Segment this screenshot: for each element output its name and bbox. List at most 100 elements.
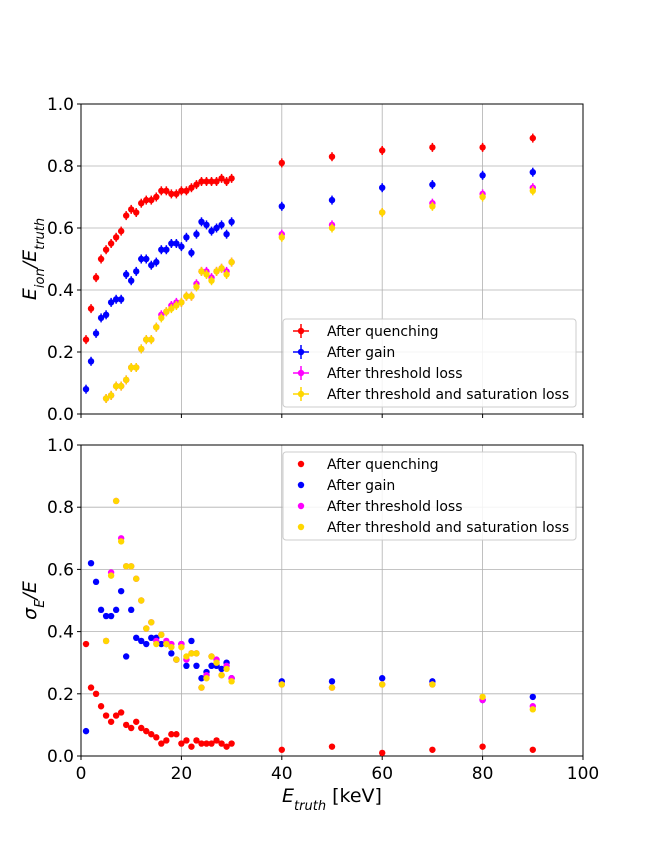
legend-marker — [297, 460, 305, 468]
data-point — [178, 643, 185, 651]
data-point — [429, 181, 436, 188]
data-point — [138, 724, 145, 732]
data-point — [143, 336, 150, 343]
data-point — [193, 650, 200, 657]
data-point — [208, 662, 215, 670]
data-point — [278, 234, 285, 241]
data-point — [228, 678, 235, 685]
data-point — [143, 255, 150, 263]
data-point — [379, 184, 386, 191]
legend-marker — [297, 327, 305, 335]
data-point — [122, 563, 130, 570]
series-0 — [82, 640, 536, 757]
data-point — [112, 234, 120, 241]
data-point — [133, 634, 140, 642]
y-tick-label: 0.0 — [47, 747, 74, 767]
data-point — [158, 246, 165, 253]
resolution-panel: 0 20 40 60 80 1000.00.20.40.60.81.0σE/EEtruth… — [19, 436, 599, 814]
data-point — [479, 743, 486, 750]
data-point — [278, 681, 285, 688]
data-point — [97, 703, 105, 710]
data-point — [117, 296, 125, 303]
plot-frame — [80, 444, 584, 757]
data-point — [218, 221, 225, 229]
data-point — [173, 656, 180, 663]
data-point — [92, 690, 100, 697]
data-point — [87, 358, 95, 365]
data-point — [143, 640, 150, 648]
data-point — [223, 178, 230, 185]
data-point — [138, 637, 145, 645]
data-point — [198, 675, 205, 682]
series-0 — [82, 133, 536, 345]
data-point — [97, 606, 105, 614]
data-point — [198, 178, 205, 185]
data-point — [128, 206, 135, 213]
data-point — [183, 293, 190, 300]
data-point — [328, 153, 336, 160]
data-point — [479, 193, 486, 201]
data-point — [193, 283, 200, 291]
legend-marker — [297, 523, 305, 531]
data-point — [163, 737, 170, 744]
data-point — [87, 305, 95, 312]
data-point — [429, 746, 436, 753]
data-point — [379, 749, 386, 757]
y-axis-label-part: ion — [33, 268, 48, 288]
data-point — [213, 737, 220, 744]
y-tick-label: 0.6 — [47, 560, 74, 580]
data-point — [278, 746, 285, 753]
data-point — [228, 740, 235, 747]
data-point — [379, 675, 386, 682]
y-tick-label: 1.0 — [47, 436, 74, 456]
data-point — [158, 314, 165, 322]
data-point — [183, 187, 190, 194]
legend-marker — [297, 502, 305, 510]
data-point — [138, 200, 145, 207]
data-point — [163, 187, 170, 194]
y-axis-label-part: E — [33, 599, 48, 608]
data-point — [479, 693, 486, 701]
data-point — [218, 175, 225, 182]
data-point — [183, 653, 190, 660]
data-point — [168, 190, 175, 198]
data-point — [148, 619, 155, 626]
data-point — [153, 324, 160, 331]
data-point — [203, 178, 210, 185]
data-point — [102, 246, 110, 253]
data-point — [379, 209, 386, 216]
data-point — [168, 650, 175, 657]
data-point — [173, 302, 180, 309]
legend-marker — [297, 481, 305, 489]
data-point — [193, 662, 200, 670]
data-point — [328, 684, 336, 691]
data-point — [133, 268, 140, 275]
data-point — [122, 376, 130, 384]
data-point — [107, 718, 115, 725]
data-point — [117, 587, 125, 595]
data-point — [173, 731, 180, 738]
legend-label: After threshold and saturation loss — [327, 387, 569, 403]
data-point — [168, 305, 175, 312]
data-point — [92, 274, 100, 281]
data-point — [529, 706, 536, 713]
data-point — [158, 740, 165, 747]
data-point — [228, 218, 235, 225]
data-point — [379, 681, 386, 688]
data-point — [117, 382, 125, 390]
y-tick-label: 1.0 — [47, 95, 74, 115]
y-axis-label-part: E — [19, 288, 41, 300]
data-point — [122, 721, 130, 729]
data-point — [223, 271, 230, 278]
data-point — [153, 640, 160, 648]
data-point — [193, 231, 200, 238]
x-tick-label: 40 — [271, 764, 293, 784]
data-point — [82, 336, 90, 343]
data-point — [158, 640, 165, 648]
data-point — [203, 675, 210, 682]
data-point — [173, 240, 180, 247]
data-point — [87, 559, 95, 567]
data-point — [178, 740, 185, 747]
data-point — [107, 299, 115, 306]
legend-box — [282, 451, 577, 541]
